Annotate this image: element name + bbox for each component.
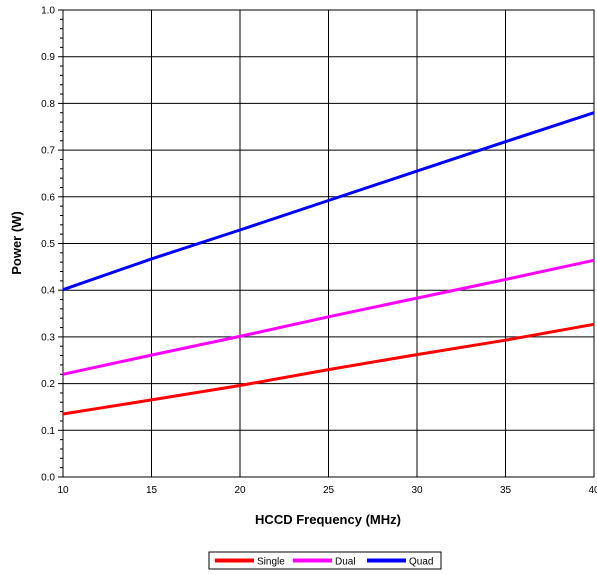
y-tick-label-1.0: 1.0 [41, 6, 55, 17]
series-line-dual [62, 258, 595, 376]
series-line-quad [62, 111, 595, 292]
legend-label-dual: Dual [335, 557, 356, 568]
x-tick-label-40: 40 [588, 485, 597, 496]
x-tick-label-35: 35 [500, 485, 512, 496]
legend-label-single: Single [257, 557, 285, 568]
y-axis-title: Power (W) [9, 211, 24, 275]
y-tick-label-0.4: 0.4 [41, 286, 55, 297]
series-line-single [62, 322, 595, 416]
y-tick-label-0.6: 0.6 [41, 192, 55, 203]
x-tick-label-25: 25 [323, 485, 335, 496]
y-tick-label-0.5: 0.5 [41, 239, 55, 250]
x-tick-label-15: 15 [146, 485, 158, 496]
y-tick-label-0.0: 0.0 [41, 473, 55, 484]
y-axis-tick-labels: 0.0 0.1 0.2 0.3 0.4 0.5 0.6 0.7 0.8 0.9 1.0 [41, 6, 55, 484]
x-tick-label-20: 20 [234, 485, 246, 496]
y-axis-minor-ticks [58, 9, 63, 478]
x-tick-label-10: 10 [57, 485, 69, 496]
y-tick-label-0.1: 0.1 [41, 426, 55, 437]
x-tick-label-30: 30 [411, 485, 423, 496]
y-tick-label-0.9: 0.9 [41, 52, 55, 63]
y-tick-label-0.3: 0.3 [41, 332, 55, 343]
y-tick-label-0.7: 0.7 [41, 146, 55, 157]
y-tick-label-0.8: 0.8 [41, 99, 55, 110]
series-lines [62, 111, 595, 416]
legend: Single Dual Quad [208, 551, 442, 570]
y-tick-label-0.2: 0.2 [41, 379, 55, 390]
x-axis-tick-labels: 10 15 20 25 30 35 40 [57, 485, 597, 496]
legend-label-quad: Quad [409, 557, 433, 568]
x-axis-title: HCCD Frequency (MHz) [255, 512, 401, 527]
